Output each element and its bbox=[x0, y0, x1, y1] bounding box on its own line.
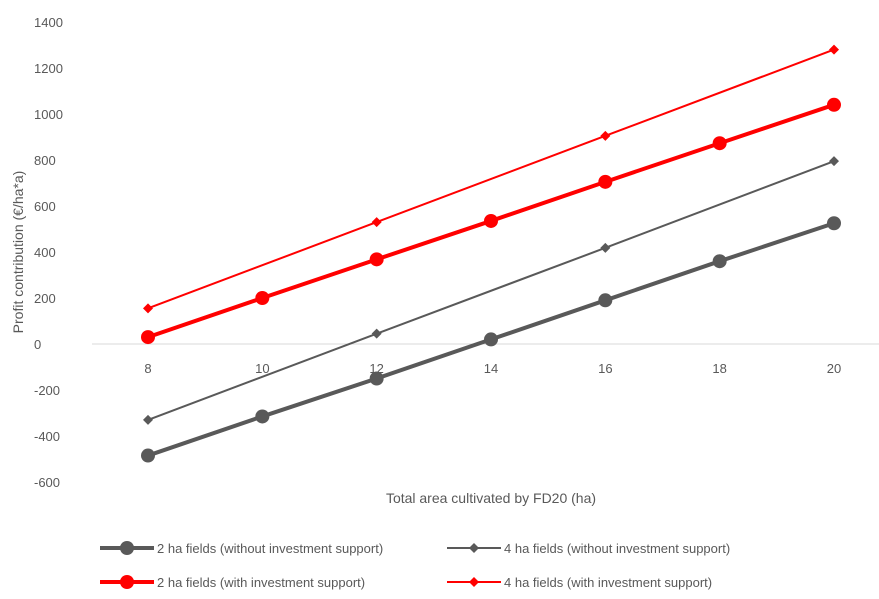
data-point bbox=[829, 156, 839, 167]
series-line bbox=[147, 160, 835, 421]
data-point bbox=[484, 332, 498, 347]
y-tick-label: 1400 bbox=[34, 15, 63, 30]
data-point bbox=[712, 136, 727, 151]
y-axis-ticks: -600 -400 -200 0 200 400 600 800 1000 1200 1400 bbox=[34, 15, 63, 490]
y-tick-label: 400 bbox=[34, 245, 56, 260]
legend-label: 4 ha fields (without investment support) bbox=[504, 541, 730, 556]
legend-item: 4 ha fields (without investment support) bbox=[447, 541, 730, 556]
x-tick-label: 18 bbox=[712, 361, 726, 376]
data-point bbox=[143, 414, 153, 425]
legend-label: 2 ha fields (without investment support) bbox=[157, 541, 383, 556]
legend-marker bbox=[469, 543, 479, 553]
data-point bbox=[598, 174, 613, 189]
series-line bbox=[147, 48, 835, 310]
y-tick-label: 200 bbox=[34, 291, 56, 306]
legend-label: 2 ha fields (with investment support) bbox=[157, 575, 365, 590]
y-tick-label: -400 bbox=[34, 429, 60, 444]
y-tick-label: 1000 bbox=[34, 107, 63, 122]
series-4 bbox=[143, 44, 839, 314]
series-3 bbox=[141, 97, 841, 345]
x-axis-title: Total area cultivated by FD20 (ha) bbox=[386, 490, 596, 506]
data-point bbox=[484, 213, 498, 228]
x-tick-label: 12 bbox=[369, 361, 383, 376]
x-tick-label: 16 bbox=[598, 361, 612, 376]
data-point bbox=[141, 330, 155, 345]
data-point bbox=[141, 448, 155, 463]
data-point bbox=[600, 130, 611, 141]
series-layer bbox=[141, 44, 841, 463]
series-1 bbox=[141, 216, 841, 463]
data-point bbox=[600, 242, 611, 253]
data-point bbox=[712, 254, 727, 269]
data-point bbox=[369, 252, 384, 267]
data-point bbox=[827, 216, 841, 231]
x-tick-label: 10 bbox=[255, 361, 269, 376]
legend-item: 2 ha fields (without investment support) bbox=[100, 541, 383, 556]
x-axis-ticks: 8 10 12 14 16 18 20 bbox=[144, 361, 841, 376]
data-point bbox=[255, 291, 270, 305]
legend-marker bbox=[120, 541, 134, 555]
y-tick-label: 1200 bbox=[34, 61, 63, 76]
data-point bbox=[827, 97, 841, 112]
x-tick-label: 14 bbox=[484, 361, 498, 376]
y-tick-label: 0 bbox=[34, 337, 41, 352]
y-axis-title: Profit contribution (€/ha*a) bbox=[10, 171, 26, 334]
series-2 bbox=[143, 156, 839, 425]
y-tick-label: -600 bbox=[34, 475, 60, 490]
data-point bbox=[829, 44, 839, 55]
y-tick-label: -200 bbox=[34, 383, 60, 398]
legend: 2 ha fields (without investment support)… bbox=[100, 541, 730, 590]
x-tick-label: 20 bbox=[827, 361, 841, 376]
data-point bbox=[369, 371, 384, 386]
data-point bbox=[143, 303, 153, 314]
legend-marker bbox=[120, 575, 134, 589]
legend-item: 2 ha fields (with investment support) bbox=[100, 575, 365, 590]
legend-item: 4 ha fields (with investment support) bbox=[447, 575, 712, 590]
data-point bbox=[255, 409, 270, 424]
legend-marker bbox=[469, 577, 479, 587]
data-point bbox=[371, 328, 382, 339]
x-tick-label: 8 bbox=[144, 361, 151, 376]
y-tick-label: 600 bbox=[34, 199, 56, 214]
data-point bbox=[371, 217, 382, 228]
y-tick-label: 800 bbox=[34, 153, 56, 168]
legend-label: 4 ha fields (with investment support) bbox=[504, 575, 712, 590]
data-point bbox=[598, 293, 613, 308]
